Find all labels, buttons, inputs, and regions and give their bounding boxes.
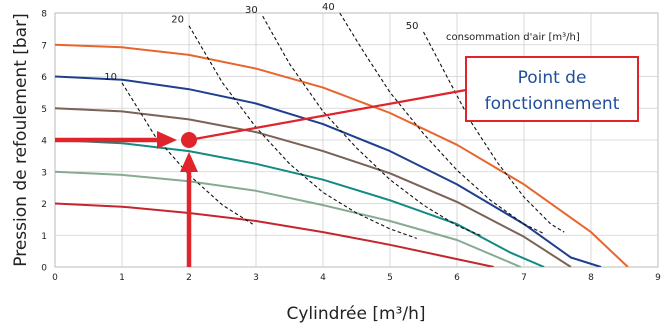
x-tick-label: 1 xyxy=(119,273,125,283)
x-tick-label: 0 xyxy=(52,273,58,283)
pump-curve xyxy=(55,75,602,267)
air-consumption-label: 20 xyxy=(171,15,184,26)
pump-curve xyxy=(55,202,495,267)
operating-point-marker xyxy=(181,132,197,148)
air-consumption-curve xyxy=(423,31,565,233)
x-axis-title: Cylindrée [m³/h] xyxy=(286,304,425,324)
horizontal-arrow-head xyxy=(157,131,177,149)
x-tick-label: 4 xyxy=(320,273,326,283)
pump-curve xyxy=(55,170,522,267)
air-consumption-label: 30 xyxy=(245,5,258,16)
x-tick-label: 7 xyxy=(521,273,527,283)
callout-text-line2: fonctionnement xyxy=(485,94,620,114)
y-tick-label: 0 xyxy=(41,264,47,274)
y-tick-label: 1 xyxy=(41,232,47,242)
x-tick-label: 6 xyxy=(454,273,460,283)
x-tick-label: 8 xyxy=(588,273,594,283)
pump-curve xyxy=(55,43,629,267)
pump-curve xyxy=(55,107,572,267)
callout-text-line1: Point de xyxy=(518,68,587,88)
air-consumption-label: 10 xyxy=(104,72,117,83)
y-tick-labels: 0 1 2 3 4 5 6 7 8 xyxy=(41,10,47,274)
y-tick-label: 7 xyxy=(41,41,47,51)
air-consumption-label: 40 xyxy=(322,2,335,13)
x-tick-label: 2 xyxy=(186,273,192,283)
y-tick-label: 8 xyxy=(41,10,47,20)
callout-line xyxy=(188,88,467,142)
y-tick-label: 2 xyxy=(41,200,47,210)
y-axis-title: Pression de refoulement [bar] xyxy=(11,13,31,266)
air-consumption-label: 50 xyxy=(406,21,419,32)
y-tick-label: 5 xyxy=(41,105,47,115)
callout-box xyxy=(465,56,639,122)
air-consumption-curve xyxy=(188,25,417,239)
air-consumption-labels: 10 20 30 40 50 xyxy=(104,2,418,83)
y-tick-label: 6 xyxy=(41,73,47,83)
air-consumption-title: consommation d'air [m³/h] xyxy=(446,32,580,43)
y-tick-label: 4 xyxy=(41,137,47,147)
annotation: Point de fonctionnement xyxy=(55,56,639,267)
x-tick-label: 5 xyxy=(387,273,393,283)
pump-curves xyxy=(55,43,629,267)
x-tick-label: 9 xyxy=(655,273,661,283)
x-tick-label: 3 xyxy=(253,273,259,283)
pump-curve xyxy=(55,139,545,267)
vertical-arrow-head xyxy=(180,152,198,172)
air-consumption-curve xyxy=(262,15,481,236)
x-tick-labels: 0 1 2 3 4 5 6 7 8 9 xyxy=(52,273,661,283)
y-tick-label: 3 xyxy=(41,168,47,178)
